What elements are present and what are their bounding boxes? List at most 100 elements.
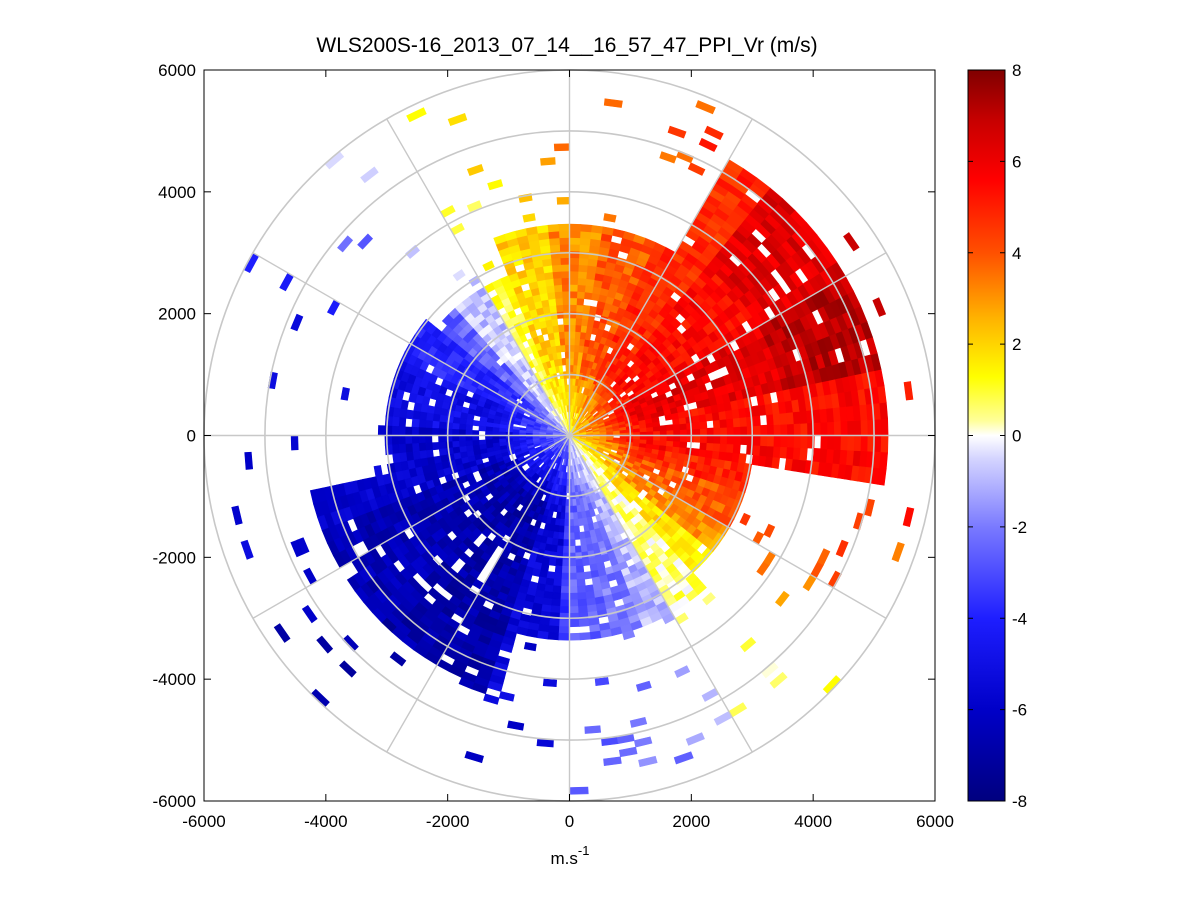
velocity-gate <box>404 435 413 445</box>
velocity-gate <box>739 512 751 526</box>
velocity-gate <box>551 264 562 273</box>
velocity-gate <box>578 605 589 614</box>
velocity-gate <box>240 539 254 560</box>
velocity-gate <box>562 545 570 554</box>
velocity-gate <box>713 427 721 436</box>
velocity-gate <box>478 425 487 432</box>
velocity-gate <box>551 598 562 607</box>
velocity-gate <box>712 442 721 452</box>
velocity-gate <box>577 264 588 273</box>
velocity-gate <box>584 725 602 734</box>
velocity-gate <box>553 143 570 152</box>
velocity-gate <box>562 552 570 561</box>
x-tick-label: 4000 <box>794 812 832 831</box>
velocity-gate <box>561 579 570 587</box>
velocity-gate <box>244 451 254 470</box>
x-axis-label-base: m.s <box>551 849 578 868</box>
velocity-gate <box>569 230 581 239</box>
velocity-gate <box>482 260 495 272</box>
velocity-gate <box>706 435 715 444</box>
velocity-gate <box>618 746 638 758</box>
x-tick-label: 2000 <box>672 812 710 831</box>
velocity-gate <box>779 446 788 459</box>
velocity-gate <box>813 421 822 436</box>
velocity-gate <box>558 223 570 232</box>
velocity-gate <box>733 426 742 436</box>
velocity-gate <box>786 435 795 448</box>
velocity-gate <box>726 435 735 445</box>
velocity-gate <box>542 678 558 688</box>
velocity-gate <box>577 598 588 607</box>
x-tick-label: -2000 <box>426 812 469 831</box>
velocity-gate <box>405 244 421 259</box>
velocity-gate <box>711 450 721 460</box>
velocity-gate <box>672 440 681 448</box>
velocity-gate <box>441 314 454 326</box>
velocity-gate <box>558 626 570 634</box>
velocity-gate <box>582 304 591 314</box>
velocity-gate <box>578 257 589 266</box>
velocity-gate <box>373 465 383 478</box>
velocity-gate <box>732 417 741 428</box>
velocity-gate <box>452 269 466 282</box>
velocity-gate <box>564 344 570 352</box>
x-axis-label-exponent: -1 <box>578 843 590 858</box>
velocity-gate <box>561 297 570 306</box>
velocity-gate <box>835 539 849 558</box>
velocity-gate <box>569 243 580 252</box>
velocity-gate <box>418 442 427 452</box>
velocity-gate <box>584 284 594 294</box>
velocity-gate <box>691 448 701 457</box>
velocity-gate <box>552 531 560 540</box>
velocity-gate <box>290 435 299 451</box>
velocity-gate <box>561 290 570 299</box>
velocity-gate <box>547 224 560 233</box>
velocity-gate <box>558 237 570 245</box>
velocity-gate <box>579 237 591 246</box>
velocity-gate <box>603 98 623 108</box>
velocity-gate <box>550 605 561 614</box>
velocity-gate <box>740 425 748 436</box>
velocity-gate <box>418 450 428 460</box>
velocity-gate <box>485 426 493 432</box>
velocity-gate <box>560 586 570 594</box>
velocity-gate <box>702 592 716 606</box>
velocity-gate <box>812 447 822 463</box>
velocity-gate <box>384 425 393 436</box>
velocity-gate <box>698 448 707 458</box>
velocity-gate <box>574 331 581 339</box>
velocity-gate <box>786 411 795 425</box>
velocity-gate <box>384 435 393 446</box>
velocity-gate <box>391 444 400 455</box>
velocity-gate <box>760 435 768 447</box>
velocity-gate <box>301 604 318 624</box>
velocity-gate <box>451 435 460 443</box>
velocity-gate <box>569 284 578 292</box>
velocity-gate <box>800 435 809 449</box>
velocity-gate <box>569 559 577 567</box>
velocity-gate <box>466 164 484 176</box>
velocity-gate <box>733 435 742 445</box>
velocity-field <box>231 98 915 795</box>
velocity-gate <box>759 445 768 457</box>
velocity-gate <box>847 435 855 451</box>
velocity-gate <box>404 443 413 454</box>
velocity-gate <box>746 435 755 446</box>
velocity-gate <box>554 290 563 299</box>
velocity-gate <box>706 442 715 451</box>
x-tick-label: -6000 <box>182 812 225 831</box>
velocity-gate <box>398 417 407 428</box>
velocity-gate <box>553 284 563 293</box>
velocity-gate <box>819 448 828 463</box>
velocity-gate <box>465 424 473 431</box>
velocity-gate <box>432 413 441 423</box>
velocity-gate <box>666 424 674 431</box>
velocity-gate <box>692 421 701 430</box>
velocity-gate <box>763 523 776 538</box>
colorbar-tick-label: 8 <box>1012 61 1021 80</box>
velocity-gate <box>780 423 788 436</box>
velocity-gate <box>679 435 688 443</box>
velocity-gate <box>391 435 399 446</box>
velocity-gate <box>711 411 721 421</box>
velocity-gate <box>569 525 575 534</box>
